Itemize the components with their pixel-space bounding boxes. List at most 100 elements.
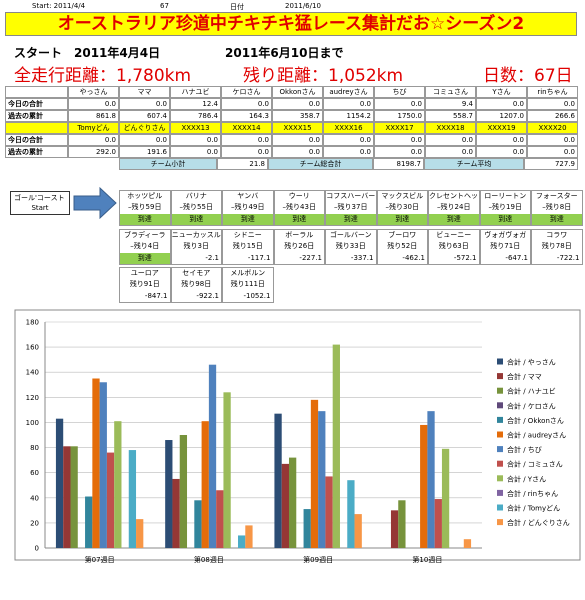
row-label: 今日の合計 [5,134,68,146]
bar [216,490,224,548]
value-cell: 12.4 [170,98,221,110]
town-status: -1052.1 [222,291,274,303]
value-cell: 786.4 [170,110,221,122]
bar [70,446,78,548]
y-tick-label: 20 [30,519,39,527]
value-cell: 0.0 [272,146,323,158]
legend-label: 合計 / Yさん [507,474,546,483]
column-header: コミュさん [425,86,476,98]
x-tick-label: 第08週目 [194,555,224,564]
legend-label: 合計 / audreyさん [507,431,566,440]
town-name: メルボルン [222,267,274,279]
legend-swatch [497,416,503,423]
town-status: 到達 [170,214,222,226]
town-name: コラワ [531,229,583,241]
y-tick-label: 160 [26,344,39,352]
start-line: スタート 2011年4月4日 [14,46,161,60]
town-days: 残り91日 [119,279,171,291]
summary-value: 21.8 [217,158,268,170]
town-days: 残り63日 [428,241,480,253]
value-cell: 1154.2 [323,110,374,122]
bar [427,411,435,548]
row-label: 過去の累計 [5,110,68,122]
column-header: XXXX13 [170,122,221,134]
bar [398,500,406,548]
row-label: 今日の合計 [5,98,68,110]
bar [325,476,333,548]
value-cell: 0.0 [170,146,221,158]
summary-label: チーム平均 [424,158,524,170]
x-tick-label: 第07週目 [85,555,115,564]
town-days: –残り37日 [325,202,377,214]
value-cell: 1750.0 [374,110,425,122]
town-days: –残り55日 [170,202,222,214]
value-cell: 0.0 [272,134,323,146]
bar [208,364,217,548]
town-status: 到達 [222,214,274,226]
town-status: 到達 [273,214,325,226]
column-header: XXXX14 [221,122,272,134]
town-days: –残り30日 [376,202,428,214]
town-status: -572.1 [428,253,480,265]
value-cell: 607.4 [119,110,170,122]
town-status: -337.1 [325,253,377,265]
legend-label: 合計 / どんぐりさん [507,518,570,527]
bar [332,344,340,548]
value-cell: 0.0 [527,134,578,146]
town-days: 残り3日 [170,241,222,253]
y-tick-label: 140 [26,369,39,377]
town-days: 残り78日 [531,241,583,253]
column-header: ちび [374,86,425,98]
town-name: バリナ [170,190,222,202]
value-cell: 358.7 [272,110,323,122]
town-name: ブーロワ [376,229,428,241]
town-days: –残り43日 [273,202,325,214]
town-status: 到達 [376,214,428,226]
town-days: –残り59日 [119,202,171,214]
bar [441,448,450,548]
town-days: 残り71日 [479,241,531,253]
remaining-distance: 残り距離：1,052km [243,66,404,86]
town-status: -227.1 [273,253,325,265]
town-status: 到達 [325,214,377,226]
bar [238,535,246,548]
value-cell: 0.0 [272,98,323,110]
town-name: ユーロア [119,267,171,279]
town-status: -2.1 [170,253,222,265]
value-cell: 266.6 [527,110,578,122]
summary-label: チーム総合計 [268,158,373,170]
legend-label: 合計 / Tomyどん [507,504,560,513]
bar [106,452,115,548]
legend-label: 合計 / ちび [507,445,542,454]
y-tick-label: 180 [26,319,39,327]
town-status: 到達 [479,214,531,226]
value-cell: 0.0 [323,134,374,146]
value-cell: 9.4 [425,98,476,110]
legend-label: 合計 / ママ [507,372,542,381]
town-name: ビューニー [428,229,480,241]
value-cell: 191.6 [119,146,170,158]
column-header: XXXX19 [476,122,527,134]
value-cell: 0.0 [221,98,272,110]
chart: 0 20 40 60 80 100 120 140 160 180 第07週目 第08週目 第09週目 第… [14,309,581,564]
bar [63,446,71,548]
town-days: –残り8日 [531,202,583,214]
value-cell: 558.7 [425,110,476,122]
column-header: やっさん [68,86,119,98]
legend-label: 合計 / やっさん [507,358,556,367]
value-cell: 0.0 [119,98,170,110]
y-tick-label: 40 [30,494,39,502]
bar [245,525,253,548]
town-days: 残り33日 [325,241,377,253]
column-header: XXXX17 [374,122,425,134]
y-tick-label: 0 [35,545,39,553]
legend-swatch [497,402,503,409]
town-name: ボーラル [273,229,325,241]
y-tick-label: 80 [30,444,39,452]
value-cell: 0.0 [425,146,476,158]
town-name: ゴールバーン [325,229,377,241]
column-header: ケロさん [221,86,272,98]
bar [354,514,362,548]
bar [92,378,100,548]
town-status: 到達 [428,214,480,226]
